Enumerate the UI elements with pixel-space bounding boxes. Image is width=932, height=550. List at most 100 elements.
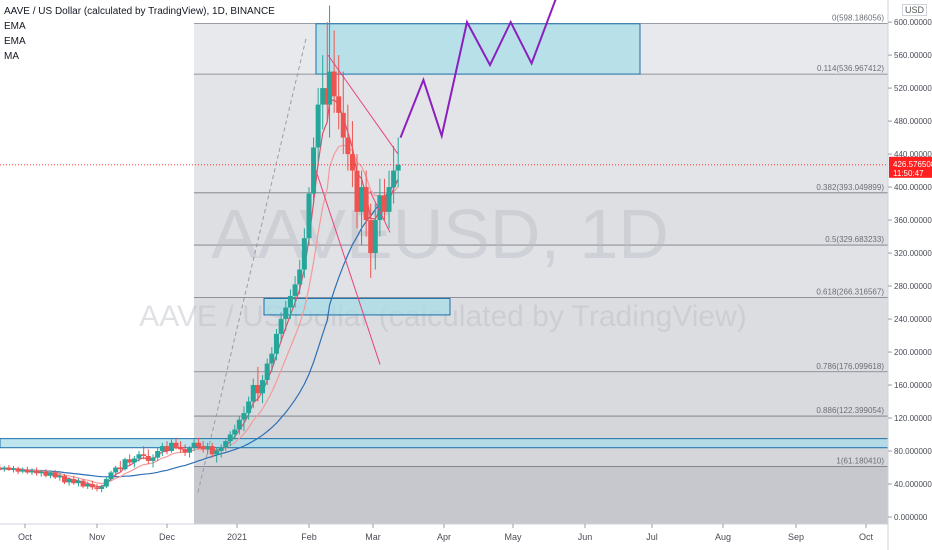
mid-support-zone <box>263 297 451 316</box>
candle-body <box>381 195 387 212</box>
ma-line <box>0 179 399 478</box>
time-tick-label: Oct <box>859 532 874 542</box>
fib-level-label: 0.114(536.967412) <box>817 64 884 73</box>
indicator-ma[interactable]: MA <box>4 51 19 62</box>
candle-body <box>169 442 175 452</box>
fib-level-label: 0(598.186056) <box>832 14 884 23</box>
time-tick-label: Sep <box>788 532 804 542</box>
candle-body <box>331 71 337 97</box>
candle-body <box>29 470 35 473</box>
candle-body <box>354 170 360 212</box>
candle-body <box>150 457 156 461</box>
fib-level-label: 0.382(393.049899) <box>816 183 884 192</box>
indicator-ema-1[interactable]: EMA <box>4 21 26 32</box>
time-tick-label: Feb <box>301 532 317 542</box>
candle-body <box>48 472 54 476</box>
candle-body <box>24 469 30 473</box>
price-tick-label: 120.000000 <box>894 414 932 423</box>
candle-body <box>89 484 95 488</box>
candle-body <box>306 193 312 239</box>
price-tick-label: 400.000000 <box>894 183 932 192</box>
price-tick-label: 40.000000 <box>894 480 932 489</box>
candle-body <box>196 442 202 447</box>
candle-body <box>327 71 333 105</box>
time-tick-label: Aug <box>715 532 731 542</box>
candle-body <box>205 446 211 450</box>
candle-body <box>209 446 215 455</box>
countdown-label: 11:50:47 <box>893 169 924 178</box>
fib-level-label: 0.618(266.316567) <box>816 287 884 296</box>
upper-target-zone <box>315 23 641 75</box>
price-tick-label: 240.000000 <box>894 315 932 324</box>
candle-body <box>85 484 91 487</box>
fib-level-label: 0.886(122.399054) <box>816 406 884 415</box>
candle-body <box>250 385 256 402</box>
candle-body <box>99 486 105 489</box>
projection-path <box>399 0 557 140</box>
candle-body <box>94 487 100 489</box>
candle-body <box>71 479 77 484</box>
dashed-trend-line <box>197 38 307 493</box>
candle-body <box>359 187 365 212</box>
candle-body <box>223 441 229 448</box>
candle-body <box>255 385 261 394</box>
candle-body <box>52 472 58 478</box>
candle-body <box>127 459 133 463</box>
candle-body <box>173 442 179 447</box>
candle-body <box>182 449 188 453</box>
candle-body <box>155 451 161 458</box>
candle-body <box>218 447 224 452</box>
candle-body <box>187 447 193 453</box>
candle-body <box>214 451 220 455</box>
time-tick-label: Nov <box>89 532 106 542</box>
fib-band <box>194 245 888 298</box>
candle-body <box>145 455 151 461</box>
time-tick-label: Dec <box>159 532 176 542</box>
candle-body <box>136 454 142 459</box>
candle-body <box>377 195 383 221</box>
time-tick-label: Mar <box>365 532 381 542</box>
candle-body <box>113 467 119 473</box>
price-tick-label: 360.000000 <box>894 216 932 225</box>
indicator-ema-2[interactable]: EMA <box>4 36 26 47</box>
price-tick-label: 0.000000 <box>894 513 928 522</box>
candle-body <box>34 470 40 474</box>
candle-body <box>287 295 293 308</box>
candle-body <box>232 429 238 435</box>
price-tick-label: 560.000000 <box>894 51 932 60</box>
candle-body <box>38 471 44 474</box>
symbol-title: AAVE / US Dollar (calculated by TradingV… <box>4 6 275 17</box>
fib-level-label: 0.5(329.683233) <box>825 235 884 244</box>
time-tick-label: May <box>504 532 522 542</box>
candle-body <box>1 467 7 470</box>
candle-body <box>246 401 252 414</box>
candle-body <box>320 88 326 105</box>
candle-body <box>191 442 197 448</box>
candle-body <box>178 446 184 450</box>
price-tick-label: 440.000000 <box>894 150 932 159</box>
currency-button[interactable]: USD <box>902 4 928 16</box>
candle-body <box>6 467 12 470</box>
channel-line <box>369 190 391 233</box>
candle-body <box>200 446 206 450</box>
candle-body <box>368 220 374 254</box>
candle-body <box>372 220 378 254</box>
candle-body <box>269 353 275 364</box>
candle-body <box>75 480 81 484</box>
price-tick-label: 320.000000 <box>894 249 932 258</box>
candle-body <box>43 471 49 476</box>
candle-body <box>236 419 242 430</box>
chart-legend: AAVE / US Dollar (calculated by TradingV… <box>4 4 275 64</box>
candle-body <box>0 467 3 470</box>
fib-band-below <box>194 466 888 524</box>
candle-body <box>315 104 321 148</box>
candle-body <box>292 284 298 296</box>
candle-body <box>260 380 266 394</box>
candle-body <box>345 137 351 155</box>
candle-body <box>297 269 303 285</box>
candle-body <box>273 333 279 354</box>
candle-body <box>131 458 137 463</box>
candle-body <box>11 468 16 470</box>
candle-body <box>61 475 67 483</box>
